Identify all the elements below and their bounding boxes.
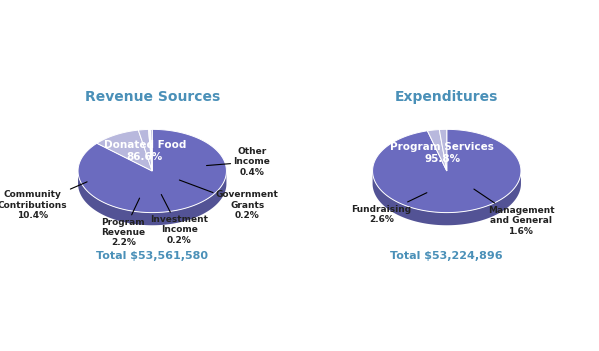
Text: Investment
Income
0.2%: Investment Income 0.2%: [150, 194, 208, 245]
Text: Program Services
95.8%: Program Services 95.8%: [391, 142, 494, 164]
Text: Expenditures: Expenditures: [395, 91, 498, 105]
Polygon shape: [149, 130, 152, 171]
Text: Other
Income
0.4%: Other Income 0.4%: [207, 147, 270, 177]
Text: Government
Grants
0.2%: Government Grants 0.2%: [179, 180, 279, 220]
Text: Donated Food
86.6%: Donated Food 86.6%: [104, 140, 186, 162]
Polygon shape: [78, 130, 226, 213]
Polygon shape: [138, 130, 152, 171]
Text: Program
Revenue
2.2%: Program Revenue 2.2%: [101, 198, 146, 247]
Text: Revenue Sources: Revenue Sources: [84, 91, 220, 105]
Polygon shape: [78, 171, 226, 225]
Text: Management
and General
1.6%: Management and General 1.6%: [474, 189, 554, 236]
Text: Community
Contributions
10.4%: Community Contributions 10.4%: [0, 182, 87, 220]
Text: Total $53,224,896: Total $53,224,896: [391, 251, 503, 261]
Polygon shape: [373, 130, 521, 213]
Polygon shape: [428, 130, 447, 171]
Polygon shape: [439, 130, 447, 171]
Polygon shape: [150, 130, 152, 171]
Text: Fundraising
2.6%: Fundraising 2.6%: [352, 193, 427, 224]
Text: Total $53,561,580: Total $53,561,580: [96, 251, 208, 261]
Polygon shape: [97, 130, 152, 171]
Polygon shape: [149, 130, 152, 171]
Polygon shape: [373, 171, 521, 225]
